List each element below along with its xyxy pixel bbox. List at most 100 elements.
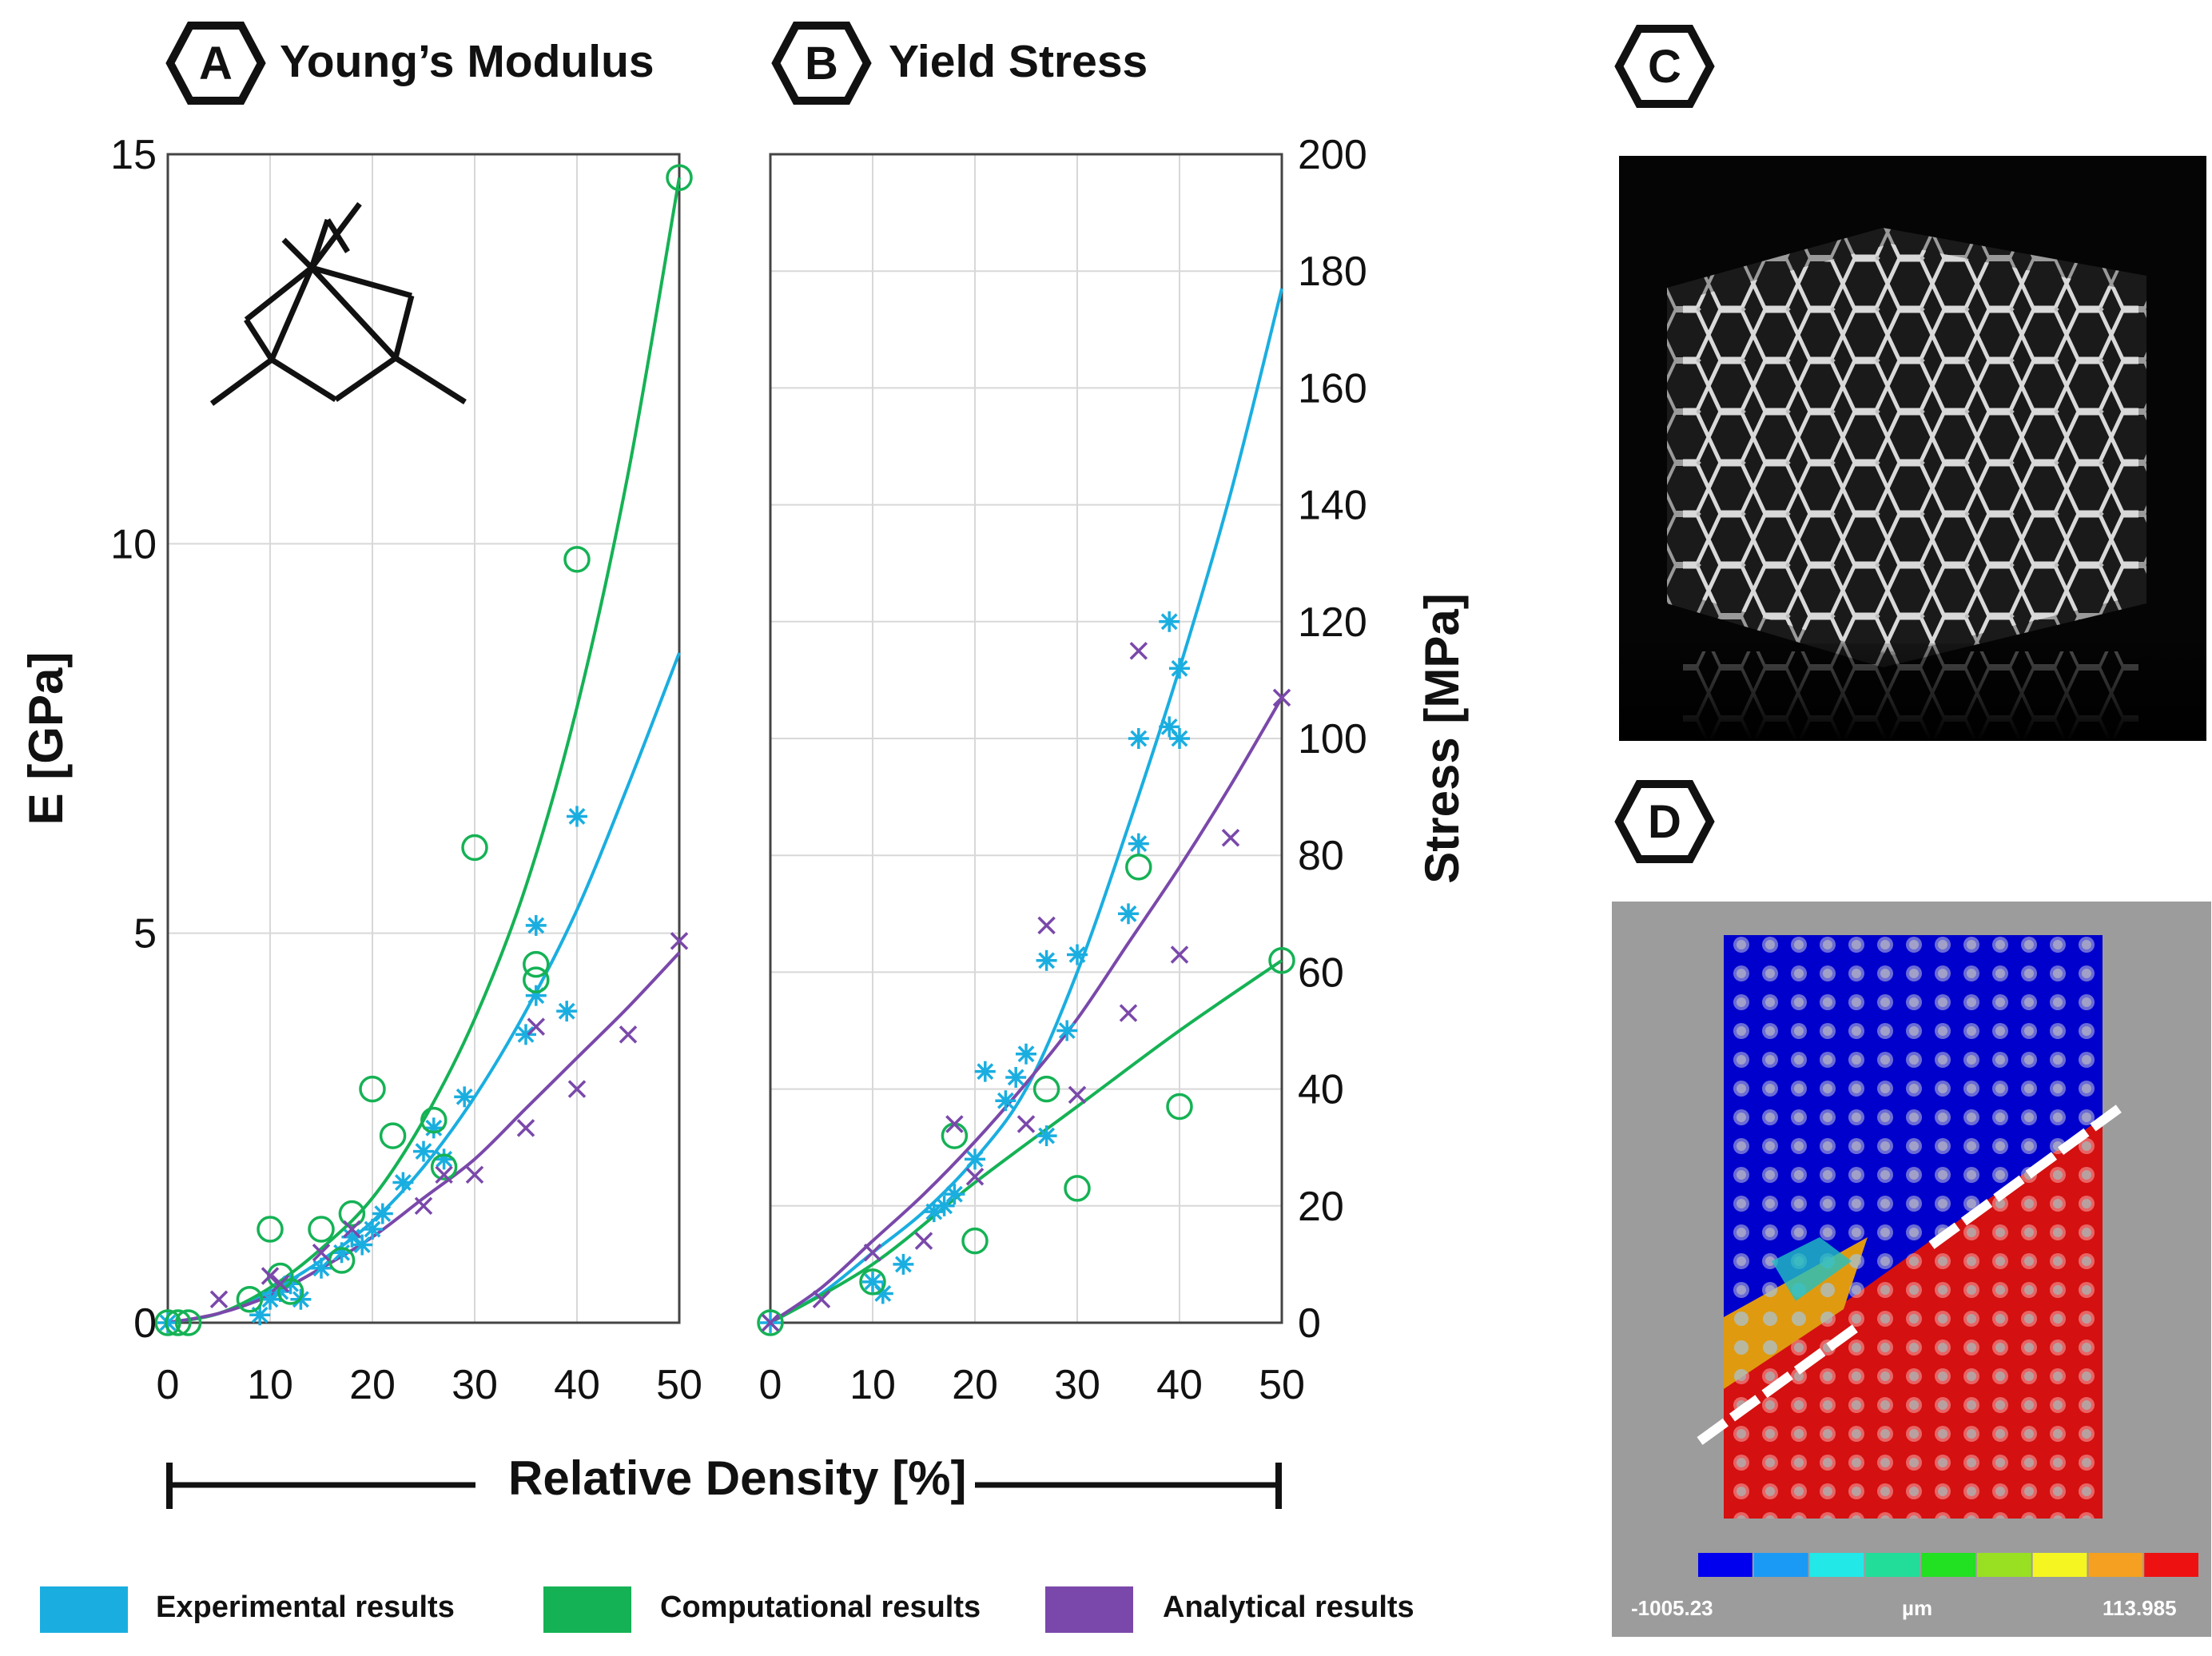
data-point-circle bbox=[420, 1106, 448, 1134]
data-point-asterisk bbox=[567, 806, 587, 827]
colorbar-segment bbox=[1809, 1553, 1864, 1577]
data-point-asterisk bbox=[944, 1184, 965, 1205]
data-point-circle bbox=[236, 1286, 264, 1313]
data-point-asterisk bbox=[1169, 728, 1190, 749]
y-tick-label: 120 bbox=[1298, 599, 1367, 646]
data-point-circle bbox=[257, 1216, 284, 1243]
fit-line-analytical-results bbox=[769, 696, 1283, 1324]
data-point-cross bbox=[1221, 829, 1240, 847]
data-point-asterisk bbox=[1159, 716, 1180, 738]
data-point-cross bbox=[261, 1267, 280, 1285]
y-tick-label: 100 bbox=[1298, 716, 1367, 762]
panel-b-title: Yield Stress bbox=[889, 36, 1148, 87]
colorbar-segment bbox=[1865, 1553, 1920, 1577]
data-point-asterisk bbox=[1036, 1125, 1057, 1147]
chart-b-yield-stress: 0 10 20 30 40 50 0 20 40 60 80 100 120 140 160 180 200 S… bbox=[757, 132, 1469, 1408]
colorbar-segment bbox=[2088, 1553, 2143, 1577]
legend-label-computational: Computational results bbox=[660, 1590, 981, 1624]
x-tick-label: 50 bbox=[1259, 1362, 1305, 1408]
data-point-asterisk bbox=[965, 1148, 985, 1170]
data-point-cross bbox=[965, 1168, 985, 1186]
data-point-circle bbox=[174, 1309, 202, 1336]
data-point-circle bbox=[1064, 1175, 1091, 1202]
data-point-circle bbox=[328, 1247, 356, 1274]
data-point-asterisk bbox=[433, 1148, 455, 1170]
simulation-displacement-image bbox=[1612, 902, 2211, 1637]
data-point-asterisk bbox=[974, 1061, 996, 1082]
y-tick-label: 15 bbox=[110, 132, 157, 178]
colorbar-segment bbox=[1753, 1553, 1808, 1577]
panel-c-badge: C bbox=[1614, 25, 1715, 108]
data-point-cross bbox=[465, 1165, 484, 1184]
data-point-circle bbox=[359, 1075, 386, 1103]
x-tick-label: 20 bbox=[952, 1362, 998, 1408]
data-point-circle bbox=[276, 1278, 304, 1305]
lattice-photo-image bbox=[1619, 156, 2206, 741]
data-point-circle bbox=[154, 1309, 181, 1336]
chart-a-ylabel: E [GPa] bbox=[19, 652, 73, 826]
data-point-asterisk bbox=[331, 1242, 352, 1264]
data-point-circle bbox=[859, 1268, 886, 1296]
panel-a-letter: A bbox=[199, 38, 233, 90]
chart-a-youngs-modulus: 0 10 20 30 40 50 0 5 10 15 E [GPa] bbox=[19, 132, 702, 1408]
x-tick-label: 40 bbox=[1156, 1362, 1203, 1408]
data-point-cross bbox=[761, 1313, 780, 1332]
data-point-cross bbox=[527, 1017, 546, 1036]
data-point-asterisk bbox=[1169, 658, 1190, 679]
data-point-asterisk bbox=[525, 914, 547, 936]
colorbar-min-label: -1005.23 bbox=[1631, 1596, 1713, 1620]
data-point-asterisk bbox=[995, 1090, 1016, 1112]
x-tick-label: 10 bbox=[247, 1362, 293, 1408]
data-point-cross bbox=[271, 1275, 290, 1293]
y-tick-label: 5 bbox=[133, 911, 157, 957]
data-point-asterisk bbox=[372, 1203, 393, 1224]
colorbar-max-label: 113.985 bbox=[2103, 1596, 2177, 1620]
data-point-cross bbox=[414, 1196, 433, 1216]
data-point-cross bbox=[343, 1220, 361, 1239]
colorbar-segment bbox=[1698, 1553, 1752, 1577]
data-point-asterisk bbox=[392, 1172, 414, 1193]
data-point-cross bbox=[312, 1244, 331, 1262]
y-tick-label: 200 bbox=[1298, 132, 1367, 178]
panel-d-badge: D bbox=[1614, 780, 1715, 863]
data-point-asterisk bbox=[423, 1117, 444, 1139]
panel-b-letter: B bbox=[805, 38, 838, 90]
data-point-asterisk bbox=[1005, 1066, 1027, 1088]
fit-line-experimental-results bbox=[770, 288, 1283, 1324]
legend-swatch-experimental bbox=[40, 1586, 128, 1633]
colorbar-segment bbox=[2144, 1553, 2198, 1577]
data-point-circle bbox=[461, 834, 488, 862]
data-point-circle bbox=[757, 1309, 784, 1336]
y-tick-label: 40 bbox=[1298, 1067, 1344, 1113]
y-tick-label: 180 bbox=[1298, 249, 1367, 295]
data-point-circle bbox=[338, 1200, 366, 1228]
data-point-cross bbox=[1119, 1004, 1138, 1022]
data-point-cross bbox=[1016, 1115, 1036, 1133]
data-point-cross bbox=[619, 1025, 638, 1044]
x-tick-label: 40 bbox=[554, 1362, 600, 1408]
panel-a-title: Young’s Modulus bbox=[280, 36, 654, 87]
data-point-asterisk bbox=[454, 1086, 475, 1108]
data-point-cross bbox=[209, 1290, 229, 1308]
data-point-circle bbox=[1125, 854, 1152, 881]
data-point-cross bbox=[1068, 1085, 1087, 1105]
fit-line-analytical-results bbox=[167, 951, 681, 1324]
data-point-cross bbox=[567, 1080, 587, 1098]
data-point-asterisk bbox=[515, 1024, 536, 1045]
chart-a-frame bbox=[166, 153, 681, 1324]
data-point-circle bbox=[379, 1122, 407, 1149]
y-tick-label: 140 bbox=[1298, 483, 1367, 529]
data-point-cross bbox=[863, 1244, 882, 1262]
x-tick-label: 10 bbox=[849, 1362, 896, 1408]
data-point-circle bbox=[1268, 947, 1295, 974]
data-point-asterisk bbox=[362, 1219, 383, 1240]
y-tick-label: 10 bbox=[110, 521, 157, 567]
panel-a-badge: A bbox=[165, 22, 266, 105]
data-point-asterisk bbox=[1016, 1043, 1036, 1065]
chart-b-ylabel: Stress [MPa] bbox=[1415, 593, 1469, 883]
data-point-circle bbox=[666, 164, 693, 191]
data-point-cross bbox=[914, 1232, 933, 1250]
x-tick-label: 0 bbox=[157, 1362, 180, 1408]
data-point-circle bbox=[1166, 1093, 1193, 1121]
data-point-asterisk bbox=[1118, 903, 1139, 925]
